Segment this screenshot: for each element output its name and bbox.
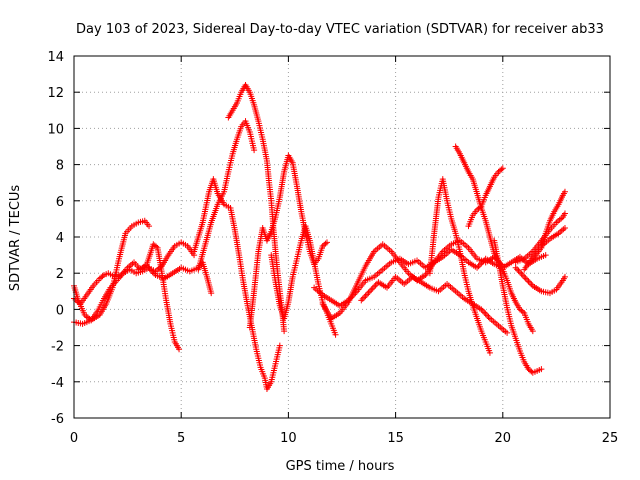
data-point [538,366,545,373]
data-point [322,240,329,247]
y-tick-label: -4 [51,376,64,391]
data-point [251,147,258,154]
y-tick-label: 12 [47,86,64,101]
data-point [515,267,522,274]
y-tick-label: 2 [56,267,64,282]
grid-lines [74,56,610,418]
data-point [366,288,373,295]
data-point [561,273,568,280]
series-sat-L [358,273,511,336]
data-point [362,292,369,299]
data-point [358,297,365,304]
x-tick-label: 25 [602,431,619,446]
x-axis-title: GPS time / hours [286,459,395,474]
series-sat-D [135,259,215,297]
data-point [486,349,493,356]
series-sat-M [426,176,493,356]
x-tick-label: 15 [387,431,404,446]
series-sat-G [191,176,283,393]
data-point [519,272,526,279]
data-point [99,273,106,280]
data-point [521,273,528,280]
data-point [361,294,368,301]
data-point [371,283,378,290]
series-sat-I [268,223,339,338]
data-point [512,264,519,271]
data-point [529,328,536,335]
data-point [484,312,491,319]
y-tick-label: 4 [56,231,64,246]
data-point [499,165,506,172]
chart-title: Day 103 of 2023, Sidereal Day-to-day VTE… [76,22,604,37]
x-tick-label: 20 [495,431,512,446]
x-tick-label: 0 [70,431,78,446]
data-point [522,275,529,282]
data-point [514,266,521,273]
data-point [525,278,532,285]
series-sat-O [465,165,506,230]
series-sat-Q [512,264,568,297]
data-point [281,328,288,335]
y-tick-label: 8 [56,159,64,174]
series-sat-H [246,152,330,331]
data-point [561,210,568,217]
data-point [323,239,330,246]
series-sat-T [521,224,568,273]
data-point [476,204,483,211]
x-tick-label: 5 [177,431,185,446]
y-tick-label: 0 [56,303,64,318]
y-tick-label: 10 [47,122,64,137]
data-point [369,285,376,292]
series-sat-P [491,237,545,376]
data-point [504,329,511,336]
series-sat-K [319,237,506,322]
y-tick-label: 14 [47,50,64,65]
data-point [332,331,339,338]
data-point [485,313,492,320]
data-point [524,276,531,283]
data-point [153,243,160,250]
y-tick-label: -6 [51,412,64,427]
data-point [475,263,482,270]
data-point [364,291,371,298]
data-point [519,308,526,315]
axes: -6 -4 -2 0 2 4 6 8 10 12 14 0 5 10 15 20 25 [47,50,618,446]
data-points [71,81,568,393]
data-point [542,252,549,259]
data-point [516,269,523,276]
data-point [365,289,372,296]
data-point [481,309,488,316]
x-tick-label: 10 [280,431,297,446]
y-tick-label: -2 [51,340,64,355]
y-tick-label: 6 [56,195,64,210]
data-point [498,166,505,173]
data-point [518,270,525,277]
data-point [368,286,375,293]
y-axis-title: SDTVAR / TECUs [8,185,23,292]
data-point [276,342,283,349]
data-point [176,346,183,353]
data-point [526,279,533,286]
series-sat-E [195,118,258,273]
data-point [146,223,153,230]
series-sat-C [71,239,198,324]
data-point [482,310,489,317]
data-point [359,295,366,302]
data-point [561,188,568,195]
data-point [208,290,215,297]
data-point [561,224,568,231]
